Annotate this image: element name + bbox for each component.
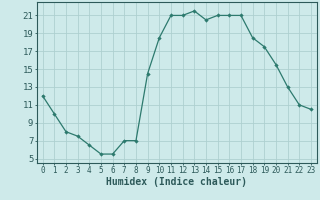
X-axis label: Humidex (Indice chaleur): Humidex (Indice chaleur)	[106, 177, 247, 187]
